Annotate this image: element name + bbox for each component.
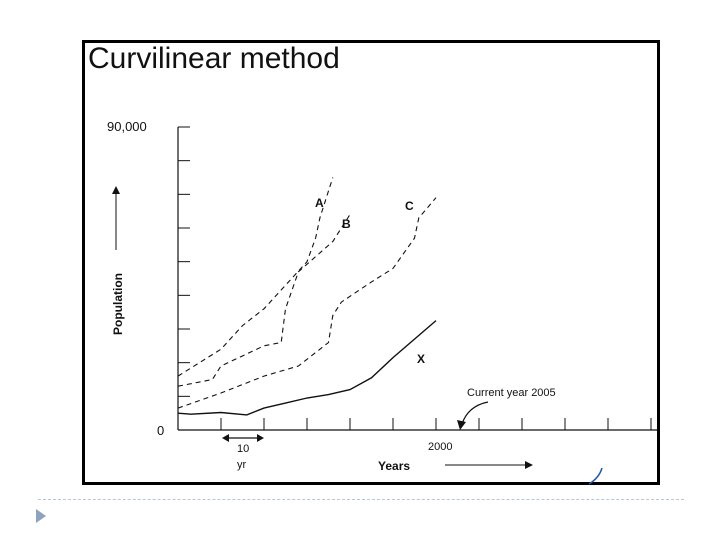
series-label-b: B bbox=[342, 217, 351, 231]
slide-divider bbox=[38, 499, 684, 500]
chart-axes bbox=[177, 126, 657, 431]
pen-mark bbox=[588, 467, 603, 485]
series-label-c: C bbox=[405, 199, 414, 213]
y-tick-label-max: 90,000 bbox=[107, 119, 147, 134]
series-line-c bbox=[177, 197, 437, 409]
bullet-triangle-icon bbox=[36, 509, 46, 523]
current-year-annotation: Current year 2005 bbox=[467, 387, 556, 399]
scale-marker-right-arrow bbox=[257, 434, 264, 442]
scale-marker-value: 10 bbox=[237, 443, 249, 455]
y-axis-arrow-head bbox=[112, 186, 120, 194]
series-label-a: A bbox=[315, 196, 324, 210]
scale-marker-unit: yr bbox=[237, 459, 247, 471]
series-line-b bbox=[177, 214, 351, 387]
y-axis-label: Population bbox=[111, 273, 125, 335]
series-line-x bbox=[177, 320, 437, 416]
annotation-arrow-head bbox=[457, 420, 466, 430]
series-label-x: X bbox=[417, 352, 425, 366]
x-axis-arrow-head bbox=[525, 461, 533, 469]
x-tick-label-2000: 2000 bbox=[428, 441, 452, 453]
x-axis-label: Years bbox=[378, 459, 410, 473]
series-line-a bbox=[177, 177, 334, 377]
scale-marker-left-arrow bbox=[222, 434, 229, 442]
chart-series bbox=[177, 177, 437, 416]
y-tick-label-zero: 0 bbox=[157, 423, 164, 438]
slide-title: Curvilinear method bbox=[88, 42, 340, 75]
annotation-arrow bbox=[461, 401, 489, 425]
